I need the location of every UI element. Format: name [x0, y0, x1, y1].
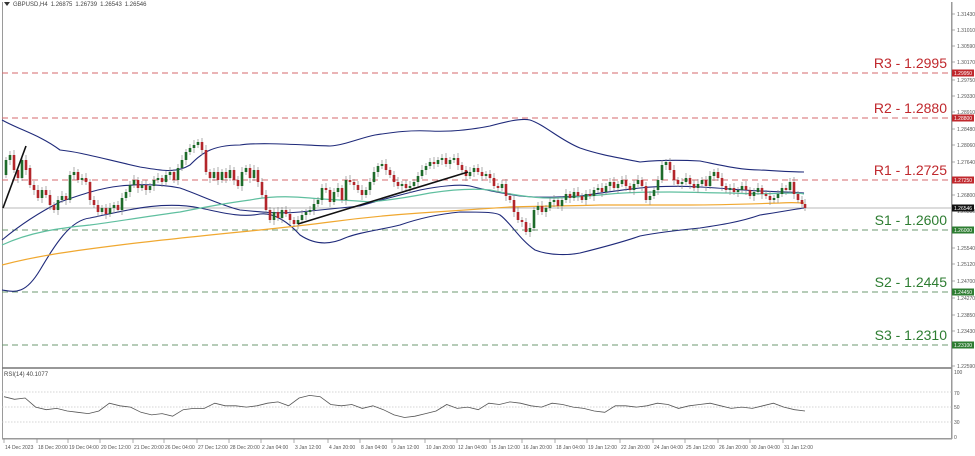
- level-s3[interactable]: S3 - 1.2310 1.23100: [2, 327, 974, 349]
- time-tick-label: 27 Dec 12:00: [198, 445, 228, 451]
- trendlines[interactable]: [2, 145, 469, 225]
- level-s1[interactable]: S1 - 1.2600 1.26000: [2, 212, 974, 234]
- chart-title-bar: GBPUSD,H4 1.26875 1.26739 1.26543 1.26546: [4, 2, 150, 8]
- level-tag: 1.29950: [954, 71, 972, 77]
- ohlc-close: 1.26546: [124, 2, 147, 8]
- level-label: R3 - 1.2995: [874, 55, 947, 71]
- price-tick-label: 1.23850: [957, 313, 975, 319]
- ohlc-high: 1.26739: [75, 2, 98, 8]
- bollinger-upper: [1, 118, 805, 173]
- level-r2[interactable]: R2 - 1.2880 1.28800: [2, 100, 974, 122]
- time-tick-label: 3 Jan 12:00: [295, 445, 321, 451]
- rsi-label: RSI(14) 40.1077: [4, 372, 49, 378]
- price-tick-label: 1.30590: [957, 44, 975, 50]
- level-label: R2 - 1.2880: [874, 100, 947, 116]
- rsi-axis: 100 70 50 30 0: [954, 370, 963, 441]
- ohlc-open: 1.26875: [50, 2, 73, 8]
- symbol-label: GBPUSD,H4: [13, 2, 48, 8]
- rsi-reference-lines: [2, 391, 952, 423]
- rsi-tick-label: 0: [954, 435, 957, 441]
- level-label: S1 - 1.2600: [875, 212, 948, 228]
- price-tick-label: 1.25120: [957, 262, 975, 268]
- level-tag: 1.26000: [954, 228, 972, 234]
- level-s2[interactable]: S2 - 1.2445 1.24450: [2, 274, 974, 296]
- time-tick-label: 4 Jan 20:00: [329, 445, 355, 451]
- trendline-2: [297, 171, 469, 225]
- time-tick-label: 9 Jan 12:00: [393, 445, 419, 451]
- svg-text:1.26546: 1.26546: [954, 206, 972, 212]
- price-tick-label: 1.27640: [957, 160, 975, 166]
- price-tick-label: 1.28060: [957, 143, 975, 149]
- price-tick-label: 1.29750: [957, 78, 975, 84]
- price-tick-label: 1.30170: [957, 60, 975, 66]
- rsi-tick-label: 30: [954, 420, 960, 426]
- bollinger-bands: [1, 118, 805, 292]
- price-tick-label: 1.26380: [957, 209, 975, 215]
- time-tick-label: 10 Jan 20:00: [426, 445, 455, 451]
- price-axis: 1.31430 1.31010 1.30590 1.30170 1.29750 1.293…: [952, 12, 975, 370]
- price-tick-label: 1.31010: [957, 28, 975, 34]
- level-r1[interactable]: R1 - 1.2725 1.27250: [2, 162, 974, 184]
- time-tick-label: 21 Dec 20:00: [134, 445, 164, 451]
- price-tick-label: 1.24270: [957, 296, 975, 302]
- price-tick-label: 1.24700: [957, 279, 975, 285]
- level-r3[interactable]: R3 - 1.2995 1.29950: [2, 55, 974, 77]
- price-tick-label: 1.28480: [957, 127, 975, 133]
- level-tag: 1.28800: [954, 116, 972, 122]
- level-label: S2 - 1.2445: [875, 274, 948, 290]
- time-tick-label: 30 Jan 04:00: [751, 445, 780, 451]
- level-label: S3 - 1.2310: [875, 327, 948, 343]
- rsi-line: [3, 394, 806, 418]
- ohlc-low: 1.26543: [100, 2, 122, 8]
- price-tick-label: 1.23430: [957, 329, 975, 335]
- candlesticks: [4, 138, 807, 237]
- level-tag: 1.23100: [954, 343, 972, 349]
- time-tick-label: 16 Jan 20:00: [523, 445, 552, 451]
- time-tick-label: 19 Dec 04:00: [69, 445, 99, 451]
- time-tick-label: 24 Jan 04:00: [654, 445, 683, 451]
- support-resistance-levels: R3 - 1.2995 1.29950 R2 - 1.2880 1.28800 R1 -…: [2, 55, 974, 349]
- price-tick-label: 1.25540: [957, 246, 975, 252]
- price-tick-label: 1.28910: [957, 110, 975, 116]
- time-tick-label: 8 Jan 04:00: [361, 445, 387, 451]
- dropdown-triangle-icon[interactable]: [4, 2, 10, 7]
- time-tick-label: 15 Jan 12:00: [491, 445, 520, 451]
- level-tag: 1.24450: [954, 290, 972, 296]
- time-tick-label: 18 Jan 04:00: [556, 445, 585, 451]
- trendline-1: [2, 145, 27, 209]
- time-tick-label: 19 Jan 12:00: [588, 445, 617, 451]
- level-tag: 1.27250: [954, 178, 972, 184]
- price-tick-label: 1.22590: [957, 364, 975, 370]
- price-tick-label: 1.29330: [957, 94, 975, 100]
- rsi-tick-label: 100: [954, 370, 963, 376]
- time-tick-label: 12 Jan 04:00: [458, 445, 487, 451]
- rsi-tick-label: 70: [954, 391, 960, 397]
- rsi-tick-label: 50: [954, 405, 960, 411]
- time-tick-label: 22 Jan 20:00: [621, 445, 650, 451]
- time-tick-label: 25 Jan 12:00: [686, 445, 715, 451]
- time-axis: 14 Dec 2023 18 Dec 20:00 19 Dec 04:00 20 De…: [3, 439, 813, 451]
- time-tick-label: 14 Dec 2023: [5, 445, 34, 451]
- time-tick-label: 26 Jan 20:00: [719, 445, 748, 451]
- time-tick-label: 2 Jan 04:00: [262, 445, 288, 451]
- price-tick-label: 1.26800: [957, 193, 975, 199]
- ma-slow: [1, 201, 805, 266]
- time-tick-label: 28 Dec 20:00: [230, 445, 260, 451]
- current-price-tag: 1.26546: [952, 204, 974, 212]
- price-tick-label: 1.31430: [957, 12, 975, 18]
- moving-averages: [1, 188, 805, 266]
- bollinger-middle: [1, 184, 805, 241]
- ma-fast: [1, 188, 805, 246]
- time-tick-label: 26 Dec 04:00: [165, 445, 195, 451]
- time-tick-label: 31 Jan 12:00: [784, 445, 813, 451]
- time-tick-label: 18 Dec 20:00: [38, 445, 68, 451]
- time-tick-label: 20 Dec 12:00: [101, 445, 131, 451]
- bollinger-lower: [1, 204, 805, 292]
- level-label: R1 - 1.2725: [874, 162, 947, 178]
